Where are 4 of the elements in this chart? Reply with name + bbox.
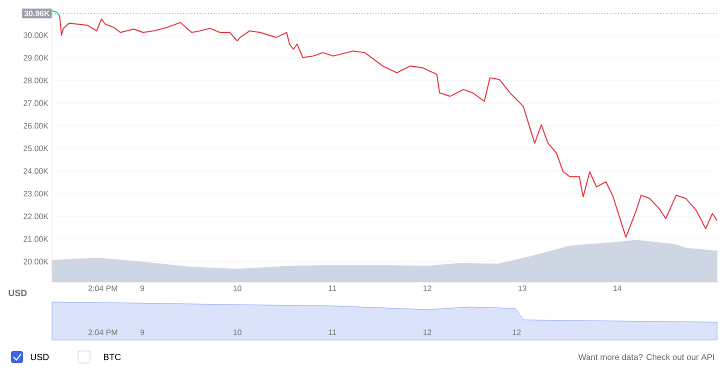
- text: USD: [30, 354, 49, 360]
- text: USD: [8, 290, 27, 296]
- text: Want more data? Check out our API: [578, 354, 714, 360]
- text: BTC: [104, 354, 121, 360]
